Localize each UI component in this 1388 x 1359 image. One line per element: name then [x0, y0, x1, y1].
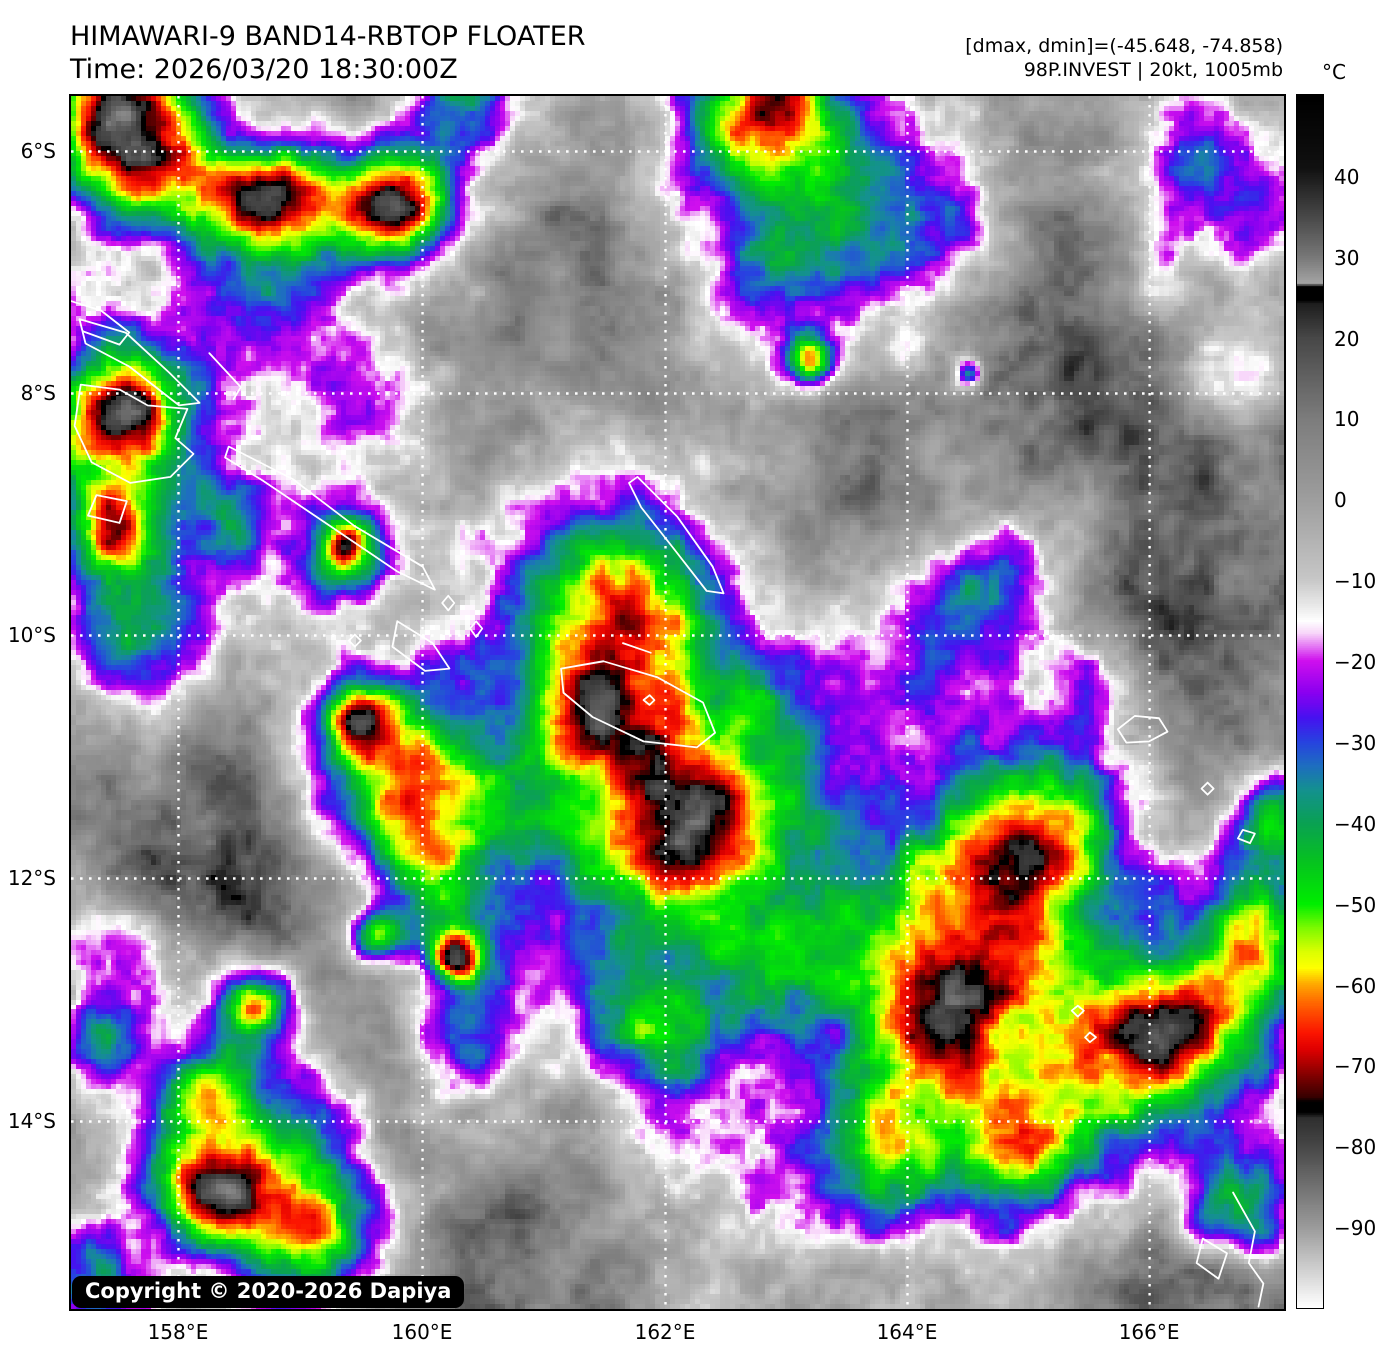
y-axis-tick-label: 12°S — [7, 866, 56, 891]
colorbar-tick-label: 0 — [1334, 488, 1347, 513]
x-axis-tick-label: 160°E — [391, 1320, 453, 1344]
colorbar — [1296, 94, 1324, 1309]
dmax-dmin-annotation: [dmax, dmin]=(-45.648, -74.858) — [965, 35, 1283, 57]
figure-timestamp: Time: 2026/03/20 18:30:00Z — [70, 54, 458, 85]
colorbar-tick-label: 20 — [1334, 326, 1360, 351]
x-axis-tick-label: 164°E — [876, 1320, 938, 1344]
header-annotations: [dmax, dmin]=(-45.648, -74.858) 98P.INVE… — [965, 34, 1283, 82]
colorbar-tick-label: −90 — [1334, 1216, 1377, 1241]
satellite-map-canvas — [71, 96, 1284, 1309]
colorbar-tick-label: −80 — [1334, 1135, 1377, 1160]
copyright-badge: Copyright © 2020-2026 Dapiya — [72, 1276, 465, 1308]
storm-annotation: 98P.INVEST | 20kt, 1005mb — [1023, 59, 1283, 81]
colorbar-tick-label: −40 — [1334, 811, 1377, 836]
colorbar-unit-label: °C — [1322, 60, 1346, 84]
colorbar-tick-label: −60 — [1334, 973, 1377, 998]
y-axis-tick-label: 14°S — [7, 1108, 56, 1133]
colorbar-tick-label: −20 — [1334, 650, 1377, 675]
colorbar-gradient — [1297, 95, 1323, 1308]
y-axis-tick-label: 8°S — [20, 380, 56, 405]
x-axis-tick-label: 162°E — [634, 1320, 696, 1344]
colorbar-tick-label: −10 — [1334, 569, 1377, 594]
colorbar-tick-label: 10 — [1334, 407, 1360, 432]
y-axis-tick-label: 6°S — [20, 138, 56, 163]
colorbar-tick-label: −70 — [1334, 1054, 1377, 1079]
latitude-axis: 6°S 8°S 10°S 12°S 14°S — [0, 96, 62, 1309]
colorbar-tick-label: 30 — [1334, 245, 1360, 270]
title-block: HIMAWARI-9 BAND14-RBTOP FLOATER Time: 20… — [70, 20, 586, 86]
satellite-map: Copyright © 2020-2026 Dapiya — [69, 94, 1286, 1311]
y-axis-tick-label: 10°S — [7, 623, 56, 648]
x-axis-tick-label: 158°E — [147, 1320, 209, 1344]
longitude-axis: 158°E 160°E 162°E 164°E 166°E — [71, 1312, 1284, 1352]
colorbar-tick-label: −30 — [1334, 730, 1377, 755]
figure-title: HIMAWARI-9 BAND14-RBTOP FLOATER — [70, 21, 586, 52]
colorbar-tick-label: −50 — [1334, 892, 1377, 917]
colorbar-tick-label: 40 — [1334, 164, 1360, 189]
colorbar-tick-labels: 40 30 20 10 0 −10 −20 −30 −40 −50 −60 −70 −80 −90 — [1334, 96, 1388, 1309]
x-axis-tick-label: 166°E — [1118, 1320, 1180, 1344]
